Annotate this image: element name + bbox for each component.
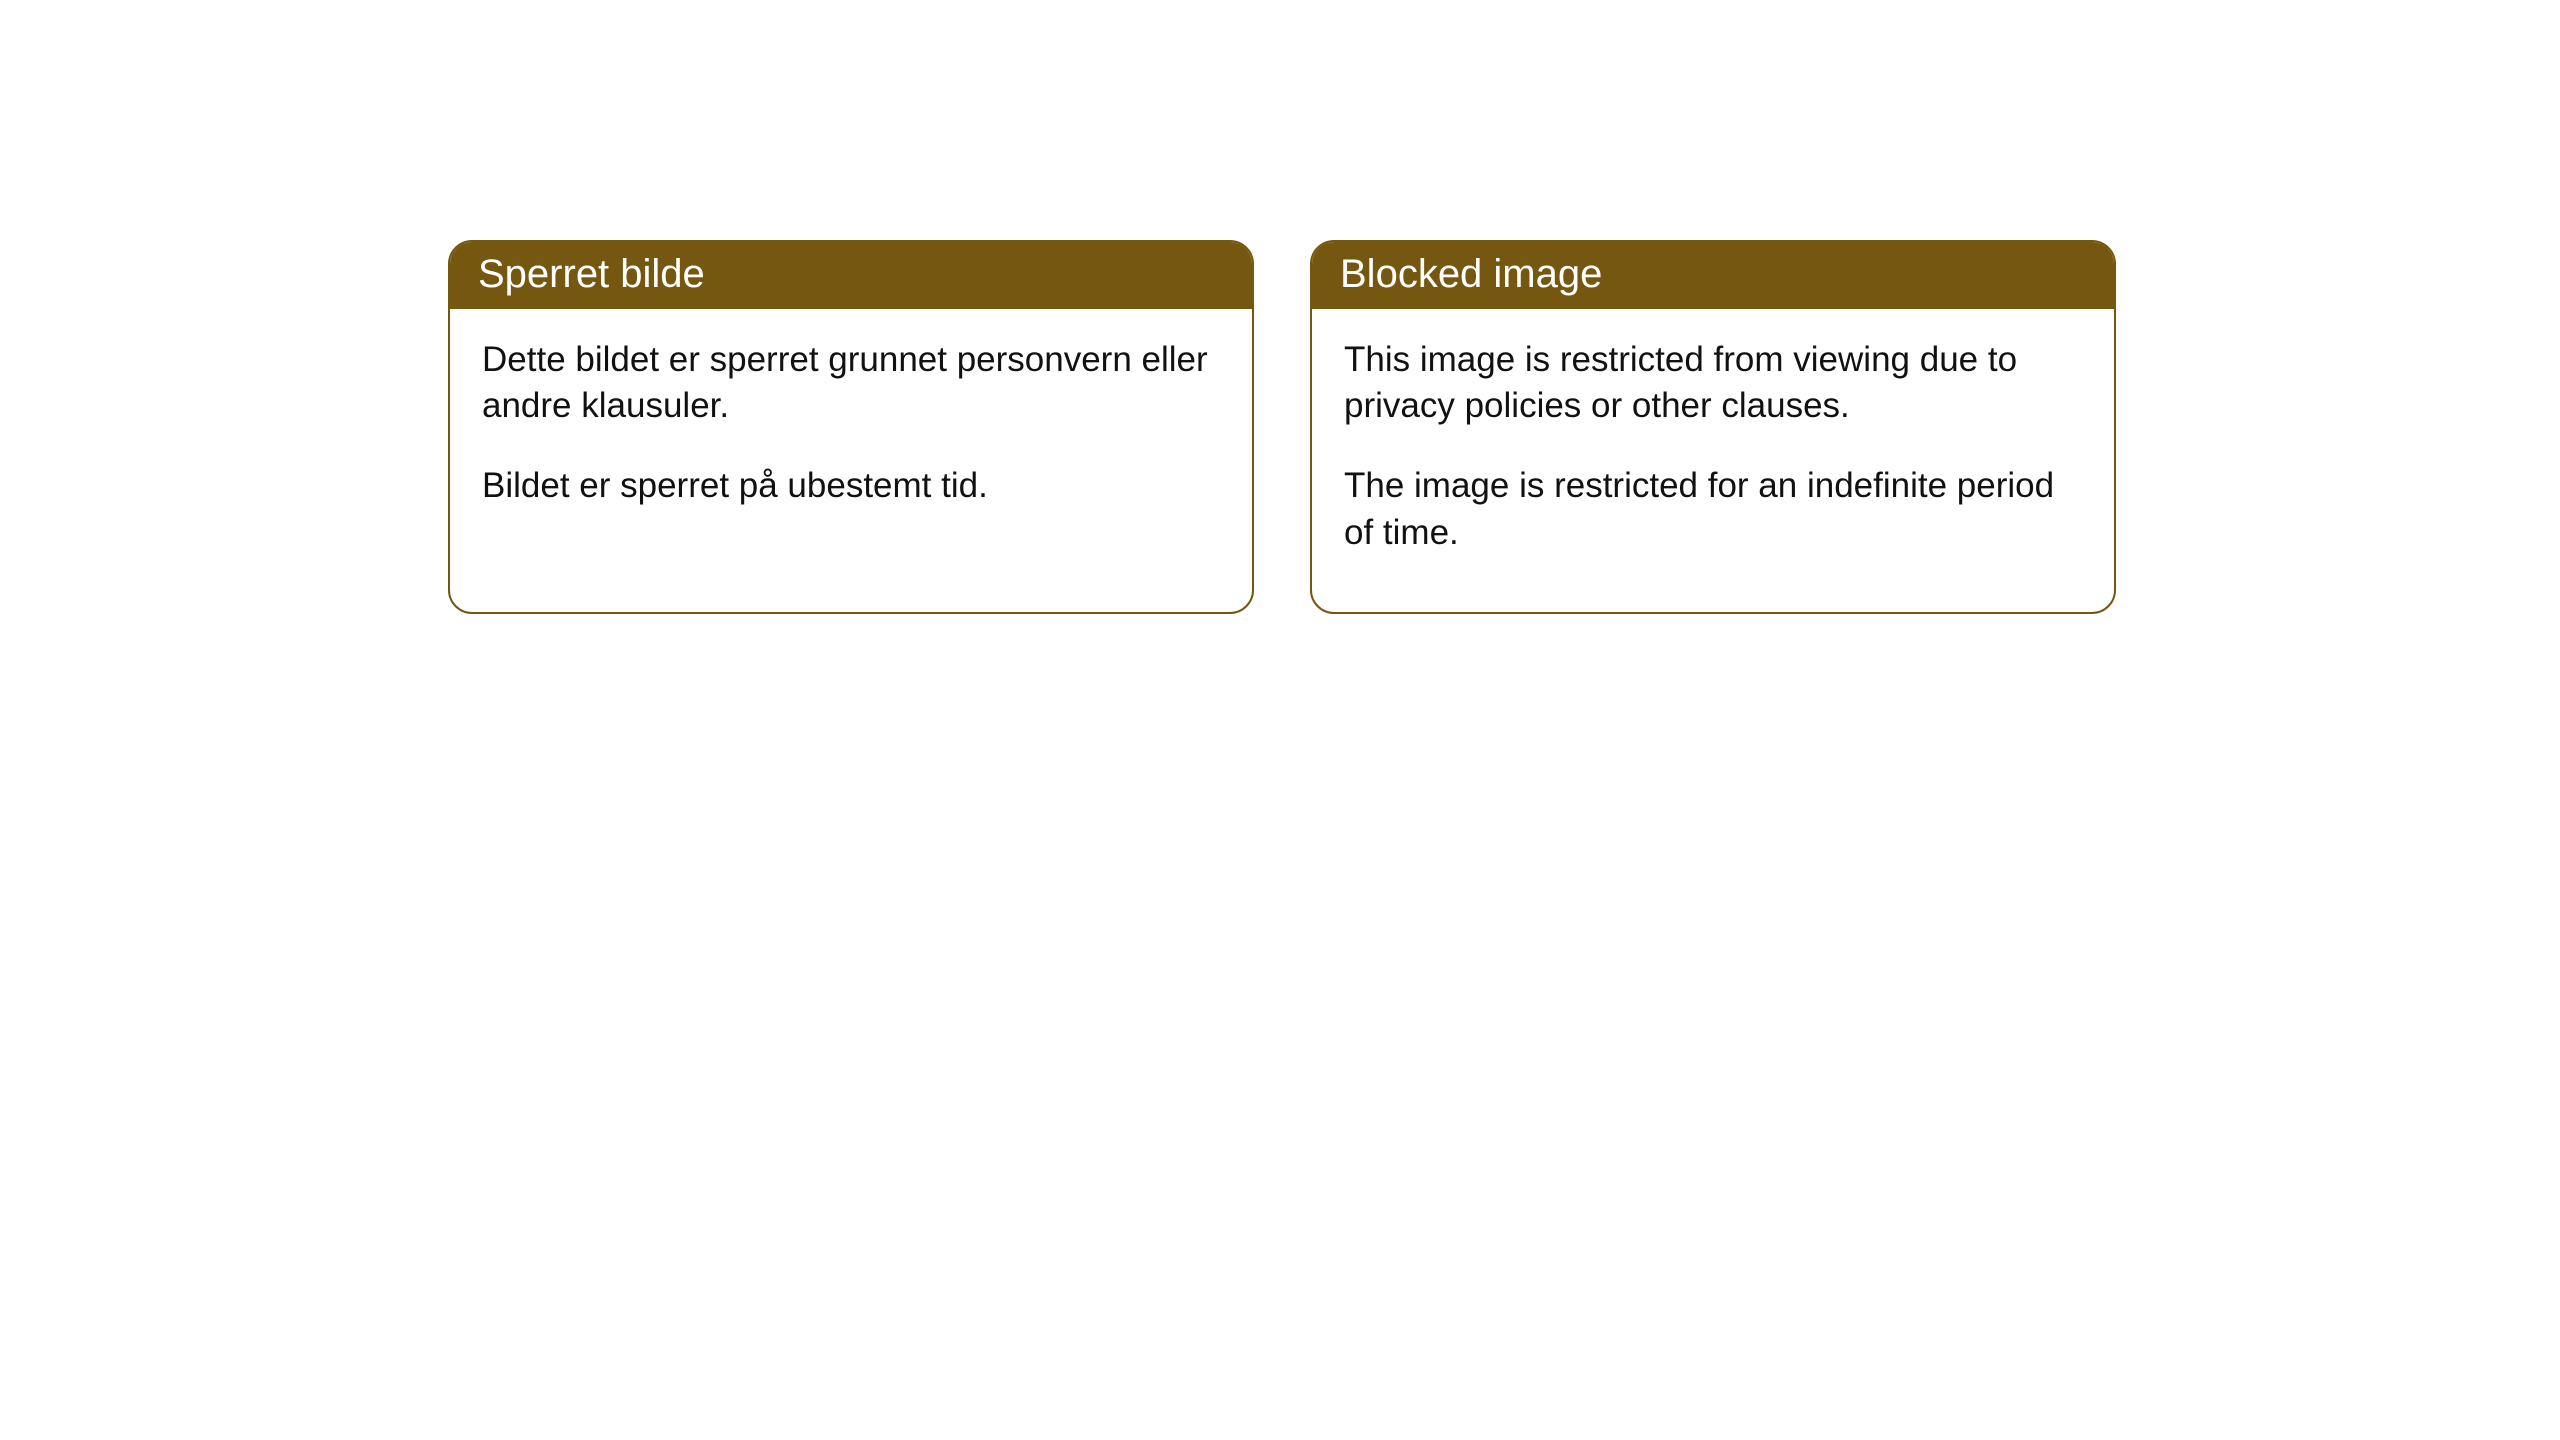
blocked-image-card-english: Blocked image This image is restricted f… — [1310, 240, 2116, 614]
card-header: Blocked image — [1312, 242, 2114, 309]
blocked-image-card-norwegian: Sperret bilde Dette bildet er sperret gr… — [448, 240, 1254, 614]
card-body: This image is restricted from viewing du… — [1312, 309, 2114, 612]
card-paragraph: The image is restricted for an indefinit… — [1344, 463, 2082, 555]
notice-cards-container: Sperret bilde Dette bildet er sperret gr… — [0, 0, 2560, 614]
card-paragraph: This image is restricted from viewing du… — [1344, 337, 2082, 429]
card-paragraph: Dette bildet er sperret grunnet personve… — [482, 337, 1220, 429]
card-body: Dette bildet er sperret grunnet personve… — [450, 309, 1252, 566]
card-header: Sperret bilde — [450, 242, 1252, 309]
card-paragraph: Bildet er sperret på ubestemt tid. — [482, 463, 1220, 509]
